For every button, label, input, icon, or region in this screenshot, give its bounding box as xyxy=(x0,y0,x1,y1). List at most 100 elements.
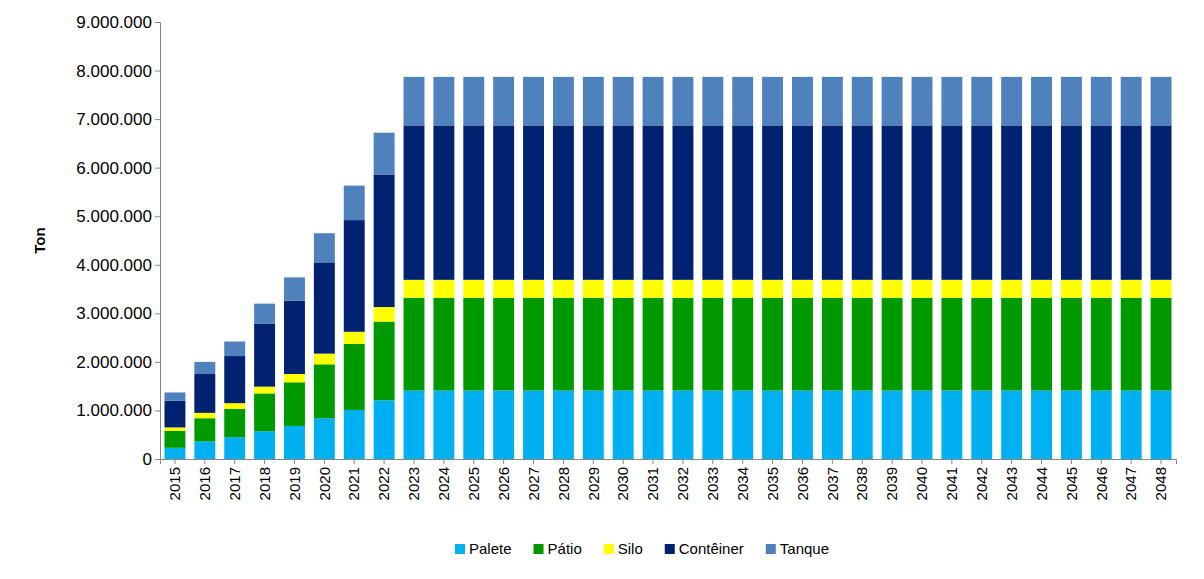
bar xyxy=(971,280,992,298)
y-tick-mark xyxy=(155,168,160,169)
bar xyxy=(941,125,962,279)
x-tick-label: 2046 xyxy=(1093,467,1110,500)
bar xyxy=(463,298,484,391)
bar xyxy=(822,77,843,126)
x-tick-label: 2031 xyxy=(644,467,661,500)
legend-swatch xyxy=(665,544,675,554)
bar xyxy=(254,431,275,459)
bar xyxy=(792,125,813,279)
y-tick-label: 6.000.000 xyxy=(76,159,152,178)
series-3 xyxy=(164,125,1171,427)
y-tick-label: 3.000.000 xyxy=(76,304,152,323)
bar xyxy=(882,125,903,279)
x-tick-label: 2016 xyxy=(196,467,213,500)
bar xyxy=(404,77,425,126)
bar xyxy=(523,298,544,391)
x-tick-label: 2020 xyxy=(316,467,333,500)
x-tick: 2018 xyxy=(256,459,273,500)
y-tick: 8.000.000 xyxy=(76,61,160,80)
bar xyxy=(194,413,215,418)
bar xyxy=(912,280,933,298)
y-tick-mark xyxy=(155,265,160,266)
bar xyxy=(284,426,305,459)
x-tick-mark xyxy=(324,459,325,464)
x-tick-mark xyxy=(503,459,504,464)
bar xyxy=(1121,298,1142,391)
bar xyxy=(164,401,185,428)
x-tick-label: 2041 xyxy=(943,467,960,500)
bar xyxy=(433,280,454,298)
x-tick-mark xyxy=(384,459,385,464)
x-tick-mark xyxy=(354,459,355,464)
x-tick-mark xyxy=(682,459,683,464)
bar xyxy=(852,125,873,279)
x-tick-label: 2048 xyxy=(1152,467,1169,500)
bar xyxy=(224,409,245,437)
legend: PaletePátioSiloContêinerTanque xyxy=(455,540,829,557)
bar xyxy=(792,391,813,459)
bar xyxy=(493,125,514,279)
bar xyxy=(971,125,992,279)
bar xyxy=(404,280,425,298)
y-tick-mark xyxy=(155,71,160,72)
y-tick-label: 5.000.000 xyxy=(76,207,152,226)
bar xyxy=(404,125,425,279)
bar xyxy=(1061,280,1082,298)
legend-label: Contêiner xyxy=(679,540,744,557)
bar xyxy=(523,391,544,459)
y-tick: 2.000.000 xyxy=(76,353,160,372)
x-tick-mark xyxy=(1041,459,1042,464)
bar xyxy=(643,77,664,126)
bar xyxy=(433,77,454,126)
y-axis: 01.000.0002.000.0003.000.0004.000.0005.0… xyxy=(76,13,160,469)
bar xyxy=(493,298,514,391)
x-tick: 2036 xyxy=(794,459,811,500)
y-tick: 3.000.000 xyxy=(76,304,160,323)
bar xyxy=(523,280,544,298)
plot: 01.000.0002.000.0003.000.0004.000.0005.0… xyxy=(76,13,1176,500)
x-tick: 2023 xyxy=(405,459,422,500)
y-tick-label: 9.000.000 xyxy=(76,13,152,32)
bar xyxy=(1061,125,1082,279)
x-tick-mark xyxy=(443,459,444,464)
bar xyxy=(404,298,425,391)
x-tick-mark xyxy=(892,459,893,464)
bar xyxy=(1151,391,1172,459)
x-tick: 2025 xyxy=(465,459,482,500)
bar xyxy=(822,298,843,391)
x-tick-mark xyxy=(234,459,235,464)
bar xyxy=(643,298,664,391)
x-tick-mark xyxy=(981,459,982,464)
x-tick-mark xyxy=(1161,459,1162,464)
x-tick: 2040 xyxy=(913,459,930,500)
bar xyxy=(1031,391,1052,459)
legend-label: Pátio xyxy=(548,540,582,557)
bar xyxy=(194,362,215,374)
x-tick-mark xyxy=(712,459,713,464)
bar xyxy=(1121,280,1142,298)
x-tick: 2017 xyxy=(226,459,243,500)
x-tick-mark xyxy=(414,459,415,464)
y-axis-line xyxy=(155,23,161,460)
bar xyxy=(374,400,395,459)
bar xyxy=(971,298,992,391)
bar xyxy=(344,220,365,332)
x-tick-mark xyxy=(204,459,205,464)
bar xyxy=(912,298,933,391)
x-tick-label: 2029 xyxy=(585,467,602,500)
x-axis: 2015201620172018201920202021202220232024… xyxy=(161,459,1177,500)
x-tick: 2047 xyxy=(1122,459,1139,500)
bar xyxy=(254,387,275,394)
y-tick-mark xyxy=(155,313,160,314)
bar xyxy=(374,133,395,175)
x-tick: 2021 xyxy=(345,459,362,500)
bar xyxy=(314,233,335,262)
x-tick-label: 2035 xyxy=(764,467,781,500)
x-tick-label: 2032 xyxy=(674,467,691,500)
bar xyxy=(912,77,933,126)
bar xyxy=(553,125,574,279)
x-tick-label: 2019 xyxy=(286,467,303,500)
bar xyxy=(702,391,723,459)
bar xyxy=(1001,280,1022,298)
legend-label: Tanque xyxy=(780,540,829,557)
